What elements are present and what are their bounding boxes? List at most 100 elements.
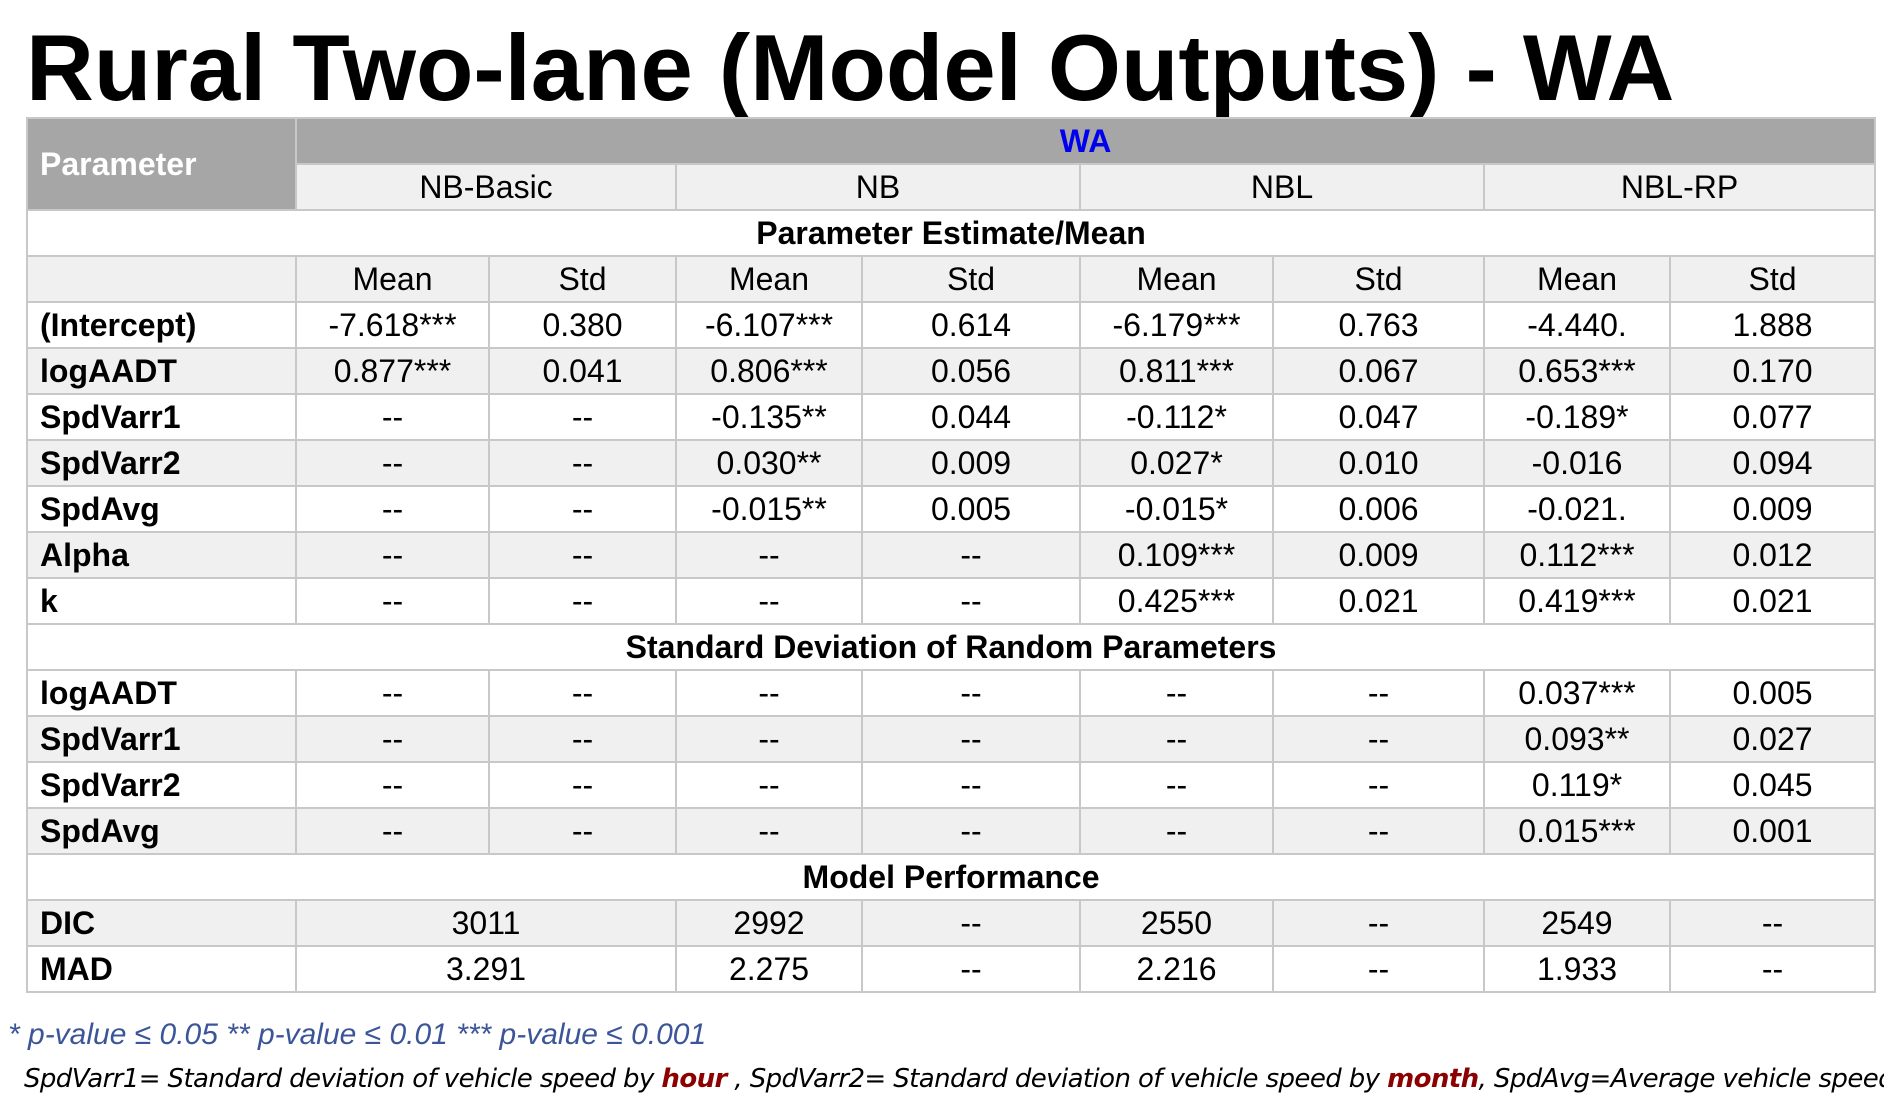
table-cell: --: [675, 577, 863, 625]
row-label: (Intercept): [26, 301, 297, 349]
table-cell: --: [295, 531, 490, 579]
table-cell: 0.170: [1668, 347, 1877, 395]
table-cell: 1.888: [1668, 301, 1877, 349]
row-label: Alpha: [26, 531, 297, 579]
table-cell: --: [675, 531, 863, 579]
model-header-nb-basic: NB-Basic: [295, 163, 677, 211]
table-cell: -7.618***: [295, 301, 490, 349]
section-performance-row: Model Performance: [25, 853, 1877, 901]
table-cell: --: [488, 669, 677, 717]
model-header-nbl-rp: NBL-RP: [1482, 163, 1877, 211]
stat-header: Std: [488, 255, 677, 303]
table-cell: 0.005: [1668, 669, 1877, 717]
table-cell: -0.135**: [675, 393, 863, 441]
table-cell: 2.275: [675, 945, 863, 993]
table-cell: --: [675, 807, 863, 855]
row-label: logAADT: [26, 347, 297, 395]
table-cell: 0.001: [1668, 807, 1877, 855]
model-outputs-table: Parameter WA NB-Basic NB NBL NBL-RP Para…: [25, 117, 1877, 993]
table-cell: --: [1272, 807, 1485, 855]
table-cell: --: [488, 577, 677, 625]
table-cell: 0.380: [488, 301, 677, 349]
table-cell: 2549: [1483, 899, 1671, 947]
table-cell: 0.094: [1668, 439, 1877, 487]
table-row: SpdVarr1 -- -- -- -- -- -- 0.093** 0.027: [26, 715, 1877, 763]
definition-text-1: SpdVarr1= Standard deviation of vehicle …: [24, 1064, 662, 1094]
table-cell: --: [295, 715, 490, 763]
stat-header: Mean: [1483, 255, 1671, 303]
table-cell: 0.041: [488, 347, 677, 395]
table-cell: --: [488, 715, 677, 763]
table-cell: 0.093**: [1483, 715, 1671, 763]
table-cell: 2992: [675, 899, 863, 947]
table-cell: --: [861, 807, 1081, 855]
table-cell: --: [861, 761, 1081, 809]
table-row: Alpha -- -- -- -- 0.109*** 0.009 0.112*** 0.012: [26, 531, 1877, 579]
table-cell: 0.047: [1272, 393, 1485, 441]
table-cell: 0.009: [1272, 531, 1485, 579]
table-cell: 3011: [295, 899, 677, 947]
table-cell: 0.077: [1668, 393, 1877, 441]
table-cell: --: [488, 393, 677, 441]
table-cell: --: [488, 531, 677, 579]
table-row: SpdVarr1 -- -- -0.135** 0.044 -0.112* 0.047 -0.…: [26, 393, 1877, 441]
stat-header: Std: [861, 255, 1081, 303]
table-cell: -0.015*: [1079, 485, 1274, 533]
table-cell: --: [861, 945, 1081, 993]
table-cell: 0.027*: [1079, 439, 1274, 487]
table-cell: 0.010: [1272, 439, 1485, 487]
table-cell: --: [1272, 669, 1485, 717]
table-cell: --: [488, 807, 677, 855]
table-cell: --: [1668, 899, 1877, 947]
row-label: SpdVarr2: [26, 761, 297, 809]
table-row: k -- -- -- -- 0.425*** 0.021 0.419*** 0.021: [26, 577, 1877, 625]
table-cell: --: [295, 669, 490, 717]
table-cell: --: [1272, 945, 1485, 993]
table-cell: 2.216: [1079, 945, 1274, 993]
definition-text-3: , SpdAvg=Average vehicle speed by: [1478, 1064, 1884, 1094]
table-row: SpdAvg -- -- -- -- -- -- 0.015*** 0.001: [26, 807, 1877, 855]
table-cell: 0.763: [1272, 301, 1485, 349]
header-row-state: Parameter WA: [26, 117, 1877, 211]
section-random-label: Standard Deviation of Random Parameters: [25, 623, 1877, 671]
table-cell: 0.037***: [1483, 669, 1671, 717]
row-label: logAADT: [26, 669, 297, 717]
table-cell: --: [488, 439, 677, 487]
table-cell: --: [1272, 761, 1485, 809]
row-label: SpdAvg: [26, 807, 297, 855]
model-header-nbl: NBL: [1079, 163, 1485, 211]
table-cell: 0.419***: [1483, 577, 1671, 625]
table-cell: 0.811***: [1079, 347, 1274, 395]
table-cell: 0.021: [1272, 577, 1485, 625]
row-label: MAD: [26, 945, 297, 993]
table-cell: -0.189*: [1483, 393, 1671, 441]
table-cell: --: [295, 393, 490, 441]
variable-definitions: SpdVarr1= Standard deviation of vehicle …: [24, 1064, 1884, 1094]
model-header-nb: NB: [675, 163, 1081, 211]
table-cell: --: [1079, 669, 1274, 717]
table-cell: 0.056: [861, 347, 1081, 395]
table-cell: --: [1668, 945, 1877, 993]
table-cell: --: [1079, 761, 1274, 809]
table-row: SpdVarr2 -- -- -- -- -- -- 0.119* 0.045: [26, 761, 1877, 809]
table-cell: --: [861, 669, 1081, 717]
row-label: SpdVarr1: [26, 715, 297, 763]
table-cell: 0.027: [1668, 715, 1877, 763]
significance-footnote: * p-value ≤ 0.05 ** p-value ≤ 0.01 *** p…: [8, 1018, 707, 1051]
table-cell: 0.015***: [1483, 807, 1671, 855]
table-cell: --: [861, 899, 1081, 947]
stat-header: Std: [1272, 255, 1485, 303]
table-cell: 1.933: [1483, 945, 1671, 993]
table-row: MAD 3.291 2.275 -- 2.216 -- 1.933 --: [26, 945, 1877, 993]
table-cell: 0.012: [1668, 531, 1877, 579]
section-random-row: Standard Deviation of Random Parameters: [25, 623, 1877, 671]
stat-header-blank: [26, 255, 297, 303]
table-cell: --: [1079, 807, 1274, 855]
table-cell: 0.009: [1668, 485, 1877, 533]
table-cell: -0.021.: [1483, 485, 1671, 533]
table-cell: -0.016: [1483, 439, 1671, 487]
table-row: logAADT 0.877*** 0.041 0.806*** 0.056 0.811**…: [26, 347, 1877, 395]
table-cell: 3.291: [295, 945, 677, 993]
table-cell: --: [295, 577, 490, 625]
table-cell: -0.112*: [1079, 393, 1274, 441]
